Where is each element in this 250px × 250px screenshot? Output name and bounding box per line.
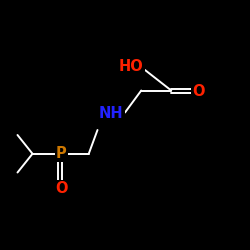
Text: P: P — [56, 146, 66, 161]
Text: O: O — [55, 181, 68, 196]
Text: O: O — [192, 84, 205, 99]
Text: HO: HO — [119, 59, 144, 74]
Text: NH: NH — [99, 106, 124, 121]
